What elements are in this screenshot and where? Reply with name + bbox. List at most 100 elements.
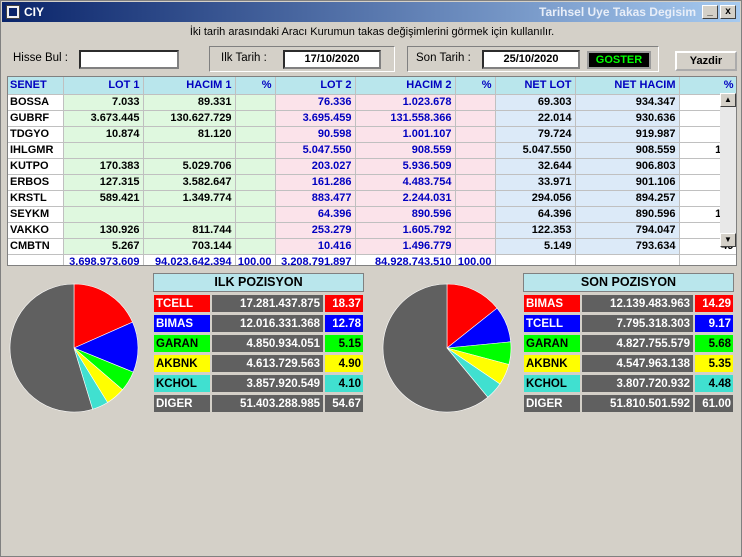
goster-button[interactable]: GOSTER [587, 51, 651, 69]
position-name: DIGER [153, 394, 211, 413]
position-value: 17.281.437.875 [211, 294, 324, 313]
table-cell: 3.582.647 [143, 174, 236, 191]
total-cell: 84.928.743.510 [355, 254, 456, 265]
header-lot-2[interactable]: LOT 2 [275, 77, 356, 95]
table-cell [235, 126, 276, 143]
table-cell: 10.416 [275, 238, 356, 255]
table-cell: GUBRF [8, 110, 64, 127]
position-pct: 54.67 [324, 394, 364, 413]
table-cell: 1.023.678 [355, 94, 456, 111]
son-pie-chart [382, 283, 512, 413]
header-lot-1[interactable]: LOT 1 [63, 77, 144, 95]
table-cell: 901.106 [575, 174, 680, 191]
table-cell: BOSSA [8, 94, 64, 111]
table-cell: 127.315 [63, 174, 144, 191]
table-cell [455, 174, 496, 191]
position-row: DIGER 51.810.501.592 61.00 [523, 394, 734, 413]
position-pct: 4.10 [324, 374, 364, 393]
position-pct: 14.29 [694, 294, 734, 313]
table-cell [455, 206, 496, 223]
position-name: AKBNK [153, 354, 211, 373]
table-cell [63, 206, 144, 223]
header-pct[interactable]: % [235, 77, 276, 95]
table-cell: 794.047 [575, 222, 680, 239]
table-cell [235, 94, 276, 111]
position-name: KCHOL [523, 374, 581, 393]
position-name: KCHOL [153, 374, 211, 393]
table-cell [235, 110, 276, 127]
table-cell: 294.056 [495, 190, 576, 207]
table-cell: 81.120 [143, 126, 236, 143]
table-cell: VAKKO [8, 222, 64, 239]
scroll-down-icon[interactable]: ▼ [720, 233, 736, 247]
table-cell: 4.483.754 [355, 174, 456, 191]
grid-header: SENET LOT 1 HACIM 1% LOT 2 HACIM 2% NET LOT NE… [8, 77, 736, 95]
position-pct: 4.90 [324, 354, 364, 373]
table-cell: 32.644 [495, 158, 576, 175]
header-senet[interactable]: SENET [8, 77, 64, 95]
table-cell: 908.559 [355, 142, 456, 159]
position-value: 4.613.729.563 [211, 354, 324, 373]
position-name: BIMAS [153, 314, 211, 333]
pie-slice-diger [382, 283, 489, 413]
header-hacim-1[interactable]: HACIM 1 [143, 77, 236, 95]
position-value: 4.547.963.138 [581, 354, 694, 373]
ilk-pozisyon-title: ILK POZISYON [153, 273, 364, 292]
position-name: TCELL [523, 314, 581, 333]
position-value: 7.795.318.303 [581, 314, 694, 333]
son-pozisyon-title: SON POZISYON [523, 273, 734, 292]
table-cell: 3.695.459 [275, 110, 356, 127]
header-pct[interactable]: % [679, 77, 736, 95]
window-title: Tarihsel Uye Takas Degisim [539, 5, 696, 19]
position-pct: 5.35 [694, 354, 734, 373]
header-net-lot[interactable]: NET LOT [495, 77, 576, 95]
position-name: BIMAS [523, 294, 581, 313]
table-cell: 76.336 [275, 94, 356, 111]
son-pozisyon-panel: SON POZISYON BIMAS 12.139.483.963 14.29 TCE… [523, 273, 734, 414]
table-row[interactable]: IHLGMR5.047.550908.5595.047.550908.55910… [8, 142, 736, 159]
table-cell: 3.673.445 [63, 110, 144, 127]
table-cell [235, 238, 276, 255]
table-cell [143, 206, 236, 223]
table-row[interactable]: ERBOS 127.315 3.582.647 161.286 4.483.754 33.… [8, 174, 736, 191]
table-cell: 890.596 [575, 206, 680, 223]
total-cell: 3.698.973.609 [63, 254, 144, 265]
table-row[interactable]: KUTPO 170.383 5.029.706 203.027 5.936.509 32.… [8, 158, 736, 175]
table-cell: 793.634 [575, 238, 680, 255]
table-cell: 170.383 [63, 158, 144, 175]
table-cell: 1.001.107 [355, 126, 456, 143]
table-row[interactable]: GUBRF 3.673.445 130.627.729 3.695.459 131.55… [8, 110, 736, 127]
ilk-tarih-input[interactable]: 17/10/2020 [283, 50, 381, 69]
header-net-hacim[interactable]: NET HACIM [575, 77, 680, 95]
hisse-input[interactable] [79, 50, 179, 69]
position-value: 4.850.934.051 [211, 334, 324, 353]
minimize-button[interactable]: _ [702, 5, 718, 19]
title-bar[interactable]: CIY Tarihsel Uye Takas Degisim _ x [2, 2, 740, 22]
table-cell: 130.926 [63, 222, 144, 239]
total-cell [8, 254, 64, 265]
header-hacim-2[interactable]: HACIM 2 [355, 77, 456, 95]
table-cell: 919.987 [575, 126, 680, 143]
grid-scrollbar[interactable]: ▲ ▼ [720, 93, 736, 247]
yazdir-button[interactable]: Yazdir [675, 51, 737, 71]
table-row[interactable]: TDGYO 10.874 81.120 90.598 1.001.107 79.724 91… [8, 126, 736, 143]
table-cell: 161.286 [275, 174, 356, 191]
table-row[interactable]: CMBTN 5.267 703.144 10.416 1.496.779 5.149 793… [8, 238, 736, 255]
table-cell: 5.029.706 [143, 158, 236, 175]
table-cell: ERBOS [8, 174, 64, 191]
scroll-up-icon[interactable]: ▲ [720, 93, 736, 107]
header-pct[interactable]: % [455, 77, 496, 95]
table-cell: 5.047.550 [275, 142, 356, 159]
table-row[interactable]: BOSSA 7.033 89.331 76.336 1.023.678 69.303 934… [8, 94, 736, 111]
close-button[interactable]: x [720, 5, 736, 19]
son-tarih-input[interactable]: 25/10/2020 [482, 50, 580, 69]
table-cell: 131.558.366 [355, 110, 456, 127]
table-row[interactable]: KRSTL 589.421 1.349.774 883.477 2.244.031 294… [8, 190, 736, 207]
data-grid[interactable]: SENET LOT 1 HACIM 1% LOT 2 HACIM 2% NET LOT NE… [7, 76, 737, 266]
ilk-tarih-label: Ilk Tarih : [221, 52, 267, 64]
table-cell: 122.353 [495, 222, 576, 239]
table-row[interactable]: VAKKO 130.926 811.744 253.279 1.605.792 122.3… [8, 222, 736, 239]
table-cell [235, 190, 276, 207]
